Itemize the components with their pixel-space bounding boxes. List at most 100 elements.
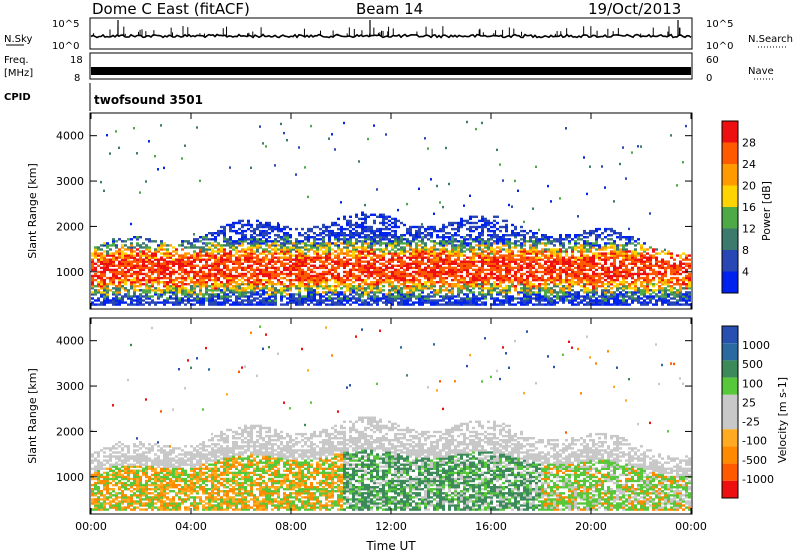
scatter-cell (481, 252, 484, 255)
scatter-cell (358, 266, 361, 270)
scatter-cell (343, 285, 346, 288)
scatter-cell (400, 238, 403, 241)
scatter-cell (487, 242, 490, 245)
scatter-cell (418, 262, 421, 265)
scatter-cell (199, 278, 202, 282)
scatter-cell (328, 248, 331, 251)
scatter-cell (409, 289, 412, 292)
scatter-cell (529, 264, 532, 267)
scatter-cell (343, 297, 346, 300)
scatter-cell (415, 229, 418, 233)
scatter-cell (208, 295, 211, 298)
scatter-cell (265, 248, 268, 251)
scatter-cell (280, 281, 283, 284)
scatter-cell (142, 278, 145, 282)
scatter-cell (325, 299, 328, 302)
scatter-cell (406, 299, 409, 302)
scatter-cell (307, 272, 310, 276)
scatter-cell (232, 278, 235, 282)
scatter-cell (151, 283, 154, 286)
scatter-cell (505, 238, 508, 241)
scatter-cell (430, 283, 433, 286)
scatter-cell (346, 258, 349, 261)
scatter-cell (559, 244, 562, 247)
scatter-cell (598, 248, 601, 251)
scatter-cell (415, 244, 418, 247)
scatter-cell (547, 291, 550, 294)
scatter-cell (232, 260, 235, 263)
scatter-cell (580, 258, 583, 261)
scatter-cell (352, 289, 355, 292)
scatter-cell (265, 264, 268, 267)
scatter-cell (478, 240, 481, 243)
scatter-cell (193, 289, 196, 292)
scatter-cell (496, 240, 499, 243)
scatter-cell (214, 281, 217, 284)
scatter-cell (352, 266, 355, 270)
scatter-cell (436, 266, 439, 270)
scatter-cell (196, 258, 199, 261)
scatter-cell (439, 268, 442, 272)
scatter-cell (592, 276, 595, 280)
scatter-cell (403, 248, 406, 251)
scatter-cell (544, 297, 547, 300)
scatter-cell (478, 236, 481, 239)
scatter-cell (103, 274, 106, 278)
scatter-cell (601, 268, 604, 272)
scatter-cell (286, 252, 289, 255)
scatter-cell (358, 250, 361, 253)
scatter-cell (406, 301, 409, 304)
scatter-cell (130, 295, 133, 298)
scatter-cell (283, 289, 286, 292)
scatter-cell (241, 295, 244, 298)
scatter-cell (328, 238, 331, 241)
scatter-cell (493, 219, 496, 223)
scatter-cell (325, 246, 328, 249)
scatter-cell (151, 301, 154, 304)
scatter-cell (181, 278, 184, 282)
scatter-cell (262, 242, 265, 245)
scatter-cell (259, 264, 262, 267)
scatter-cell (445, 232, 448, 235)
scatter-cell (223, 258, 226, 261)
scatter-cell (493, 225, 496, 229)
scatter-cell (583, 276, 586, 280)
scatter-cell (574, 297, 577, 300)
scatter-cell (430, 299, 433, 302)
scatter-cell (391, 274, 394, 278)
scatter-cell (232, 281, 235, 284)
scatter-cell (133, 246, 136, 249)
scatter-cell (361, 240, 364, 243)
scatter-cell (334, 293, 337, 296)
scatter-cell (103, 291, 106, 294)
scatter-cell (406, 291, 409, 294)
scatter-cell (259, 234, 262, 237)
scatter-cell (340, 283, 343, 286)
scatter-cell (451, 266, 454, 270)
scatter-cell (241, 268, 244, 272)
scatter-cell (610, 281, 613, 284)
scatter-cell (223, 262, 226, 265)
scatter-cell (115, 252, 118, 255)
scatter-cell (280, 229, 283, 233)
scatter-cell (613, 299, 616, 302)
scatter-cell (112, 274, 115, 278)
scatter-cell (175, 289, 178, 292)
scatter-cell (418, 264, 421, 267)
scatter-cell (148, 268, 151, 272)
scatter-cell (493, 281, 496, 284)
scatter-cell (103, 244, 106, 247)
scatter-cell (307, 244, 310, 247)
scatter-cell (124, 283, 127, 286)
scatter-cell (325, 281, 328, 284)
scatter-cell (244, 229, 247, 233)
scatter-cell (169, 252, 172, 255)
scatter-cell (394, 258, 397, 261)
scatter-cell (121, 264, 124, 267)
scatter-cell (622, 281, 625, 284)
scatter-cell (481, 250, 484, 253)
scatter-cell (607, 301, 610, 304)
scatter-cell (550, 242, 553, 245)
scatter-cell (358, 256, 361, 259)
scatter-cell (559, 254, 562, 257)
